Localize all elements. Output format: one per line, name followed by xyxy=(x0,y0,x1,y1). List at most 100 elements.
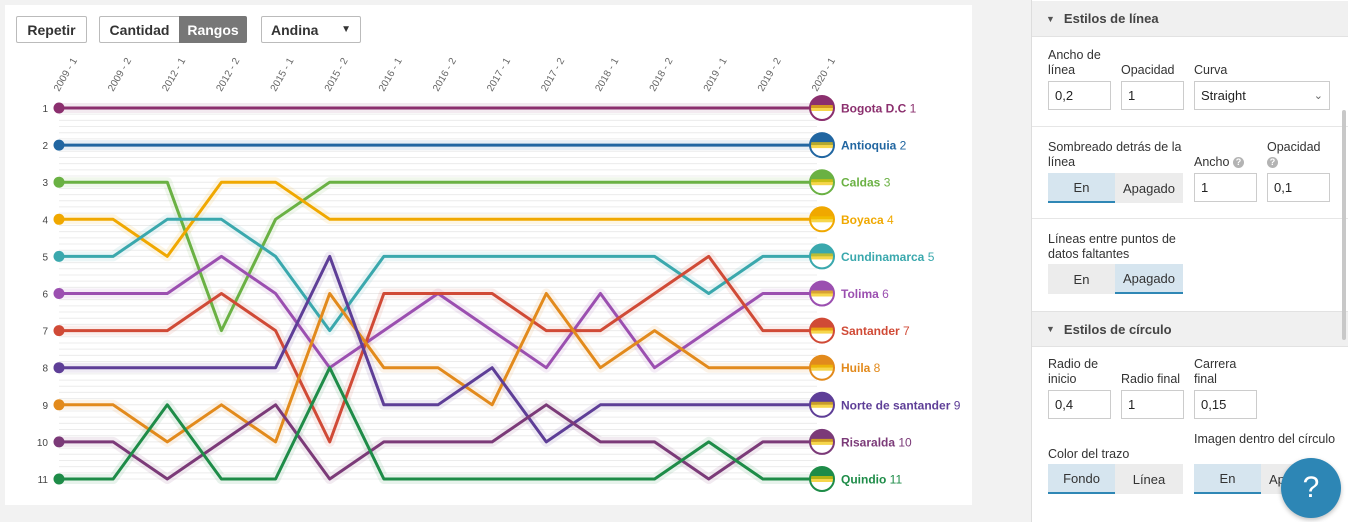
series-start-dot xyxy=(53,139,65,151)
panel-scrollbar[interactable] xyxy=(1342,110,1346,340)
series-end-circle xyxy=(809,132,835,159)
shadow-width-input[interactable]: 1 xyxy=(1194,173,1257,202)
series-label-rank: 1 xyxy=(906,102,916,116)
flag-boyacaicon xyxy=(810,207,834,232)
series-start-dot xyxy=(53,176,65,188)
flag-santandericon xyxy=(810,318,834,343)
x-tick-label: 2012 - 1 xyxy=(160,56,188,94)
flag-band xyxy=(810,253,834,260)
flag-antioquiaicon xyxy=(810,133,834,158)
replay-button[interactable]: Repetir xyxy=(16,16,87,43)
end-radius-label: Radio final xyxy=(1121,372,1181,386)
x-tick-label: 2015 - 2 xyxy=(323,56,351,94)
y-tick-label: 7 xyxy=(42,327,48,338)
flag-norte-de-santandericon xyxy=(810,392,834,417)
series-line xyxy=(59,217,817,333)
x-tick-label: 2009 - 1 xyxy=(52,56,80,94)
line-styles-title: Estilos de línea xyxy=(1063,11,1159,26)
y-tick-label: 8 xyxy=(42,364,48,375)
flag-band xyxy=(810,327,834,334)
series-start-dot xyxy=(53,436,65,448)
shadow-off-toggle[interactable]: Apagado xyxy=(1115,173,1183,203)
series-label: Cundinamarca 5 xyxy=(841,250,935,264)
chart-card: Repetir Cantidad Rangos Andina ▼ 2009 - … xyxy=(5,5,972,505)
x-tick-label: 2018 - 2 xyxy=(648,56,676,94)
series-label-name: Quindio xyxy=(841,473,886,487)
series-label: Risaralda 10 xyxy=(841,435,912,449)
x-tick-label: 2015 - 1 xyxy=(269,56,297,94)
y-tick-label: 10 xyxy=(37,438,49,449)
mode-rank-button[interactable]: Rangos xyxy=(179,16,247,43)
series-start-dot xyxy=(53,288,65,299)
end-radius-input[interactable]: 1 xyxy=(1121,390,1184,419)
flag-cundinamarcaicon xyxy=(810,244,834,269)
line-width-input[interactable]: 0,2 xyxy=(1048,81,1111,110)
series-line xyxy=(59,254,817,444)
start-radius-input[interactable]: 0,4 xyxy=(1048,390,1111,419)
help-button[interactable]: ? xyxy=(1281,458,1341,518)
series-end-circle xyxy=(809,280,835,307)
x-tick-label: 2016 - 1 xyxy=(377,56,405,94)
circle-styles-title: Estilos de círculo xyxy=(1063,321,1172,337)
stroke-color-line-toggle[interactable]: Línea xyxy=(1115,464,1183,494)
line-styles-header[interactable]: ▼ Estilos de línea xyxy=(1032,1,1348,37)
shadow-width-label: Ancho ? xyxy=(1194,155,1244,170)
help-icon[interactable]: ? xyxy=(1232,157,1244,169)
flag-quindioicon xyxy=(810,467,834,491)
series-label-name: Bogota D.C xyxy=(841,102,907,116)
stroke-color-bg-toggle[interactable]: Fondo xyxy=(1048,464,1115,494)
divider xyxy=(1032,218,1348,219)
flag-bogota-d-cicon xyxy=(810,96,834,120)
help-icon[interactable]: ? xyxy=(1267,157,1278,169)
series-label-rank: 10 xyxy=(895,435,912,449)
series-label-name: Santander xyxy=(841,324,900,338)
flag-band xyxy=(810,142,834,149)
series-label-name: Boyaca xyxy=(841,213,884,227)
series-label: Norte de santander 9 xyxy=(841,398,961,412)
x-tick-label: 2020 - 1 xyxy=(810,56,838,94)
collapse-triangle-icon: ▼ xyxy=(1046,324,1055,334)
circle-styles-header[interactable]: ▼ Estilos de círculo xyxy=(1032,311,1348,347)
stroke-input[interactable]: 0,15 xyxy=(1194,390,1257,419)
flag-huilaicon xyxy=(810,355,834,380)
series-label-name: Cundinamarca xyxy=(841,250,925,264)
series-label-rank: 11 xyxy=(886,473,902,487)
series-end-circle xyxy=(809,466,835,492)
series-end-circle xyxy=(809,317,835,344)
flag-band xyxy=(810,476,834,482)
shadow-opacity-input[interactable]: 0,1 xyxy=(1267,173,1330,202)
series-label-rank: 7 xyxy=(900,324,910,338)
shadow-label: Sombreado detrás de la línea xyxy=(1048,140,1182,169)
series-start-dot xyxy=(53,325,65,337)
image-on-toggle[interactable]: En xyxy=(1194,464,1261,494)
series-line xyxy=(59,403,817,481)
y-tick-label: 11 xyxy=(38,475,49,486)
series-label-name: Risaralda xyxy=(841,435,895,449)
series-label: Bogota D.C 1 xyxy=(841,102,917,116)
gaps-on-toggle[interactable]: En xyxy=(1048,264,1115,294)
series-label-rank: 5 xyxy=(924,250,934,264)
gaps-off-toggle[interactable]: Apagado xyxy=(1115,264,1183,294)
stroke-color-label: Color del trazo xyxy=(1048,447,1130,461)
curve-select[interactable]: Straight ⌄ xyxy=(1194,81,1330,110)
region-select-value: Andina xyxy=(271,21,319,38)
series-start-dot xyxy=(53,399,65,411)
x-tick-label: 2019 - 2 xyxy=(756,56,784,94)
shadow-on-toggle[interactable]: En xyxy=(1048,173,1115,203)
series-label-name: Antioquia xyxy=(841,139,897,153)
series-end-circle xyxy=(809,95,835,121)
region-select[interactable]: Andina ▼ xyxy=(261,16,361,43)
series-start-dot xyxy=(53,473,65,485)
mode-count-button[interactable]: Cantidad xyxy=(99,16,180,43)
settings-panel: ▼ Estilos de línea Ancho de línea 0,2 Op… xyxy=(1031,0,1348,522)
series-start-dot xyxy=(53,362,65,374)
series-start-dot xyxy=(53,102,65,114)
caret-down-icon: ▼ xyxy=(341,24,351,35)
line-opacity-input[interactable]: 1 xyxy=(1121,81,1184,110)
series-end-circle xyxy=(809,391,835,418)
gaps-label: Líneas entre puntos de datos faltantes xyxy=(1048,232,1176,261)
series-label-name: Tolima xyxy=(841,287,879,301)
divider xyxy=(1032,126,1348,127)
y-tick-label: 2 xyxy=(42,141,48,152)
series-label-rank: 9 xyxy=(950,398,960,412)
